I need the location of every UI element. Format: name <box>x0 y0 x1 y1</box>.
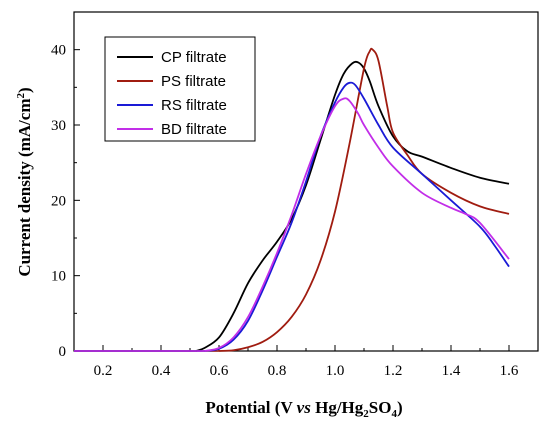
legend-label-ps-filtrate: PS filtrate <box>161 73 226 90</box>
y-tick-label: 30 <box>51 118 66 134</box>
x-tick-label: 1.6 <box>500 363 519 379</box>
legend-items: CP filtrate PS filtrate RS filtrate BD filt… <box>117 49 227 138</box>
legend: CP filtrate PS filtrate RS filtrate BD filt… <box>104 36 256 142</box>
x-tick-label: 1.2 <box>384 363 403 379</box>
y-axis-title: Current density (mA/cm2) <box>15 87 34 276</box>
x-tick-label: 0.4 <box>152 363 171 379</box>
legend-label-cp-filtrate: CP filtrate <box>161 49 227 66</box>
x-tick-label: 0.6 <box>210 363 229 379</box>
y-axis-tick-labels: 0 10 20 30 40 <box>51 43 66 360</box>
y-tick-label: 40 <box>51 43 66 59</box>
series-lines <box>74 47 510 352</box>
legend-box <box>104 36 256 142</box>
series-line-bd-filtrate <box>204 97 510 352</box>
y-tick-label: 10 <box>51 269 66 285</box>
x-tick-label: 0.8 <box>268 363 287 379</box>
series-line-cp-filtrate <box>195 60 510 352</box>
series-line-rs-filtrate <box>204 81 510 352</box>
x-tick-label: 1.0 <box>326 363 345 379</box>
y-tick-label: 0 <box>59 344 67 360</box>
series-line-ps-filtrate <box>218 47 510 352</box>
legend-label-bd-filtrate: BD filtrate <box>161 121 227 138</box>
plot-area <box>73 11 539 352</box>
x-tick-label: 0.2 <box>94 363 113 379</box>
x-tick-label: 1.4 <box>442 363 461 379</box>
axis-ticks <box>73 49 539 352</box>
x-axis-title: Potential (V vs Hg/Hg2SO4) <box>205 398 402 420</box>
legend-label-rs-filtrate: RS filtrate <box>161 97 227 114</box>
y-tick-label: 20 <box>51 193 66 209</box>
x-axis-tick-labels: 0.2 0.4 0.6 0.8 1.0 1.2 1.4 1.6 <box>94 363 519 379</box>
